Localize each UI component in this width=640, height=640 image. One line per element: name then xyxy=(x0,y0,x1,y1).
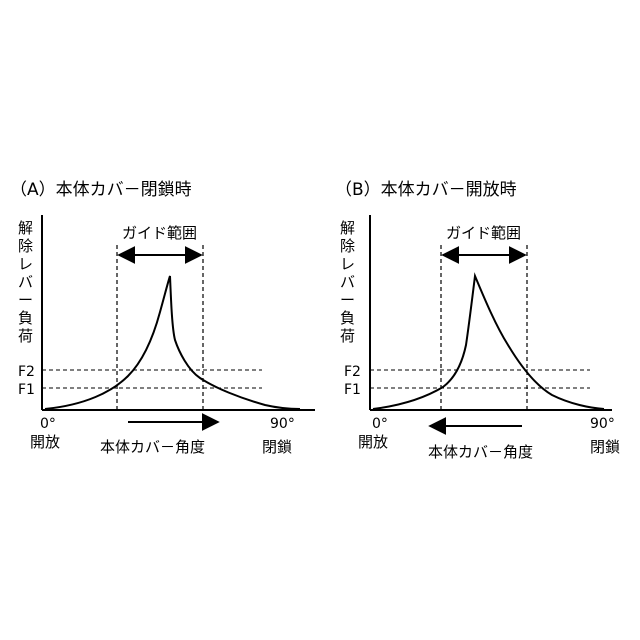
panel-a-x-axis-label: 本体カバ－角度 xyxy=(100,438,205,456)
panel-b-x-start-label: 開放 xyxy=(358,433,388,451)
panel-a-f1-label: F1 xyxy=(18,382,35,398)
panel-b-y-axis-label: 解除レバー負荷 xyxy=(340,219,355,345)
panel-a-f2-label: F2 xyxy=(18,364,35,380)
panel-b-x-axis-label: 本体カバ－角度 xyxy=(428,443,533,461)
panel-a-x-end-label: 閉鎖 xyxy=(262,438,292,456)
panel-b-title: （B）本体カバ－開放時 xyxy=(335,180,517,200)
panel-a-x-start-tick: 0° xyxy=(40,416,56,432)
panel-b-y-label-text: 解除レバー負荷 xyxy=(340,219,355,345)
panel-a-guide-range-label: ガイド範囲 xyxy=(122,224,197,242)
panel-a-y-label-text: 解除レバー負荷 xyxy=(18,219,33,345)
panel-b-x-end-label: 閉鎖 xyxy=(590,438,620,456)
panel-b-f2-label: F2 xyxy=(344,364,361,380)
panel-b-x-end-tick: 90° xyxy=(590,416,615,432)
panel-a-x-end-tick: 90° xyxy=(270,416,295,432)
panel-b-load-curve xyxy=(373,276,604,409)
panel-a-x-start-label: 開放 xyxy=(30,433,60,451)
panel-a: （A）本体カバ－閉鎖時 解除レバー負荷 ガイド範囲 F2 F1 0° 90° 開… xyxy=(10,180,315,456)
panel-b-x-start-tick: 0° xyxy=(372,416,388,432)
panel-a-load-curve xyxy=(45,276,300,409)
panel-a-title: （A）本体カバ－閉鎖時 xyxy=(10,180,192,200)
panel-b-guide-range-label: ガイド範囲 xyxy=(446,224,521,242)
panel-a-y-axis-label: 解除レバー負荷 xyxy=(18,219,33,345)
panel-b: （B）本体カバ－開放時 解除レバー負荷 ガイド範囲 F2 F1 0° 90° 開… xyxy=(335,180,620,461)
panel-b-f1-label: F1 xyxy=(344,382,361,398)
